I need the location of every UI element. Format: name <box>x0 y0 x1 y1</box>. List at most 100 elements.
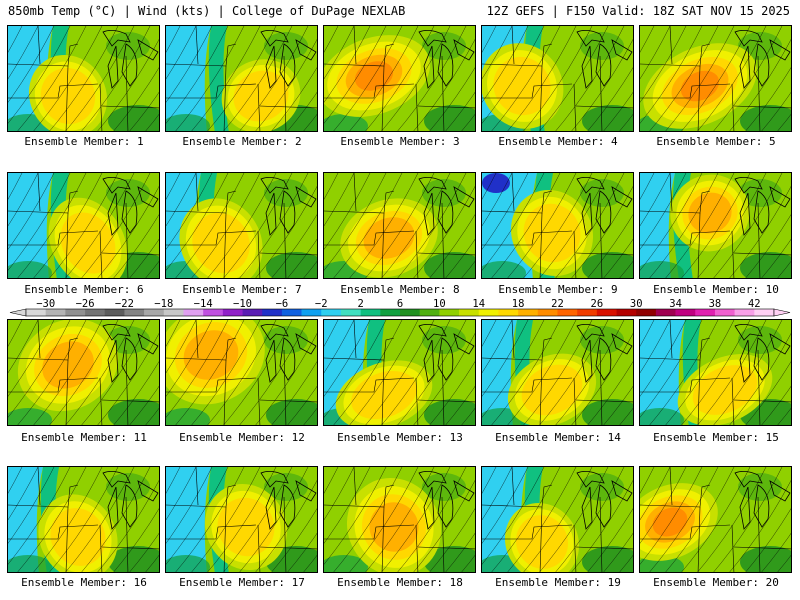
wind-streamlines <box>166 467 317 572</box>
green-patch <box>738 179 782 207</box>
colorbar-tick-label: −2 <box>315 298 328 310</box>
wind-streamlines <box>324 467 475 572</box>
wind-streamlines <box>8 467 159 572</box>
great-lakes <box>260 30 317 89</box>
cold-region <box>640 173 675 278</box>
warm-contour <box>50 508 106 566</box>
colorbar-swatch <box>242 309 263 316</box>
colorbar-swatch <box>537 309 558 316</box>
green-patch <box>8 555 52 572</box>
state-borders <box>482 467 633 572</box>
green-patch <box>166 555 210 572</box>
ensemble-member-label: Ensemble Member: 18 <box>337 576 463 589</box>
colorbar-swatch <box>419 309 440 316</box>
ensemble-map-panel <box>165 25 318 132</box>
wind-streamlines <box>482 173 633 278</box>
green-patch <box>580 179 624 207</box>
colorbar-swatch <box>281 309 302 316</box>
colorbar-swatch <box>26 309 46 316</box>
wind-streamlines <box>324 320 475 425</box>
colorbar-swatch <box>695 309 716 316</box>
great-lakes <box>418 471 475 530</box>
great-lakes <box>734 30 791 89</box>
great-lakes <box>576 471 633 530</box>
ensemble-map-panel <box>165 172 318 279</box>
green-patch <box>424 252 475 278</box>
ensemble-map-panel <box>639 25 792 132</box>
colorbar-tick-label: −18 <box>154 298 173 310</box>
green-patch <box>738 32 782 60</box>
colorbar-swatch <box>183 309 204 316</box>
colorbar-tick-label: −6 <box>276 298 289 310</box>
ensemble-map-panel <box>323 25 476 132</box>
colorbar-swatch <box>380 309 401 316</box>
ensemble-member-label: Ensemble Member: 17 <box>179 576 305 589</box>
ensemble-member-label: Ensemble Member: 19 <box>495 576 621 589</box>
ensemble-member-label: Ensemble Member: 14 <box>495 431 621 444</box>
colorbar-swatch <box>85 309 106 316</box>
cold-region <box>8 467 43 572</box>
colorbar-swatch <box>144 309 165 316</box>
green-patch <box>422 473 466 501</box>
warm-contour <box>60 212 116 274</box>
green-patch <box>106 326 150 354</box>
ensemble-map-panel <box>7 319 160 426</box>
state-borders <box>482 320 633 425</box>
colorbar-tick-label: −30 <box>36 298 55 310</box>
green-patch <box>324 114 368 131</box>
state-borders <box>324 467 475 572</box>
ensemble-map-panel <box>481 172 634 279</box>
warm-contour <box>521 364 583 416</box>
colorbar-swatch <box>478 309 499 316</box>
ensemble-map-panel <box>323 172 476 279</box>
wind-streamlines <box>166 173 317 278</box>
great-lakes <box>576 324 633 383</box>
green-patch <box>264 32 308 60</box>
great-lakes <box>260 471 317 530</box>
wind-streamlines <box>482 467 633 572</box>
warm-contour <box>351 370 417 420</box>
colorbar-swatch <box>104 309 125 316</box>
wind-streamlines <box>324 173 475 278</box>
green-patch <box>264 326 308 354</box>
ensemble-member-label: Ensemble Member: 8 <box>340 283 460 296</box>
green-patch <box>640 261 684 278</box>
green-patch <box>740 252 791 278</box>
green-patch <box>106 473 150 501</box>
green-patch <box>266 399 317 425</box>
warm-contour <box>493 56 551 116</box>
great-lakes <box>102 177 159 236</box>
colorbar-tick-label: 38 <box>709 298 722 310</box>
wind-streamlines <box>640 320 791 425</box>
state-borders <box>640 320 791 425</box>
wind-streamlines <box>482 26 633 131</box>
colorbar-tick-label: 6 <box>397 298 403 310</box>
temperature-colorbar: −30 −26 −22 −18 −14 −10 −6 −2 2 6 10 14 18 22 26 30 34 38… <box>9 298 791 317</box>
green-patch <box>422 179 466 207</box>
colorbar-swatch <box>124 309 145 316</box>
warm-contour <box>217 497 275 557</box>
ensemble-map-panel <box>7 25 160 132</box>
colorbar-tick-label: 30 <box>630 298 643 310</box>
great-lakes <box>576 30 633 89</box>
colorbar-swatch <box>65 309 86 316</box>
wind-streamlines <box>8 26 159 131</box>
colorbar-tick-label: 34 <box>669 298 682 310</box>
colorbar-swatch <box>557 309 578 316</box>
ensemble-map-panel <box>481 25 634 132</box>
state-borders <box>640 467 791 572</box>
green-patch <box>166 114 210 131</box>
colorbar-swatch <box>360 309 381 316</box>
ensemble-map-panel <box>7 172 160 279</box>
state-borders <box>8 467 159 572</box>
colorbar-tick-label: 10 <box>433 298 446 310</box>
ensemble-member-label: Ensemble Member: 2 <box>182 135 302 148</box>
colorbar-swatch <box>439 309 460 316</box>
state-borders <box>166 320 317 425</box>
state-borders <box>640 173 791 278</box>
ensemble-map-panel <box>7 466 160 573</box>
ensemble-member-label: Ensemble Member: 10 <box>653 283 779 296</box>
green-patch <box>740 546 791 572</box>
green-patch <box>8 261 52 278</box>
ensemble-member-label: Ensemble Member: 20 <box>653 576 779 589</box>
